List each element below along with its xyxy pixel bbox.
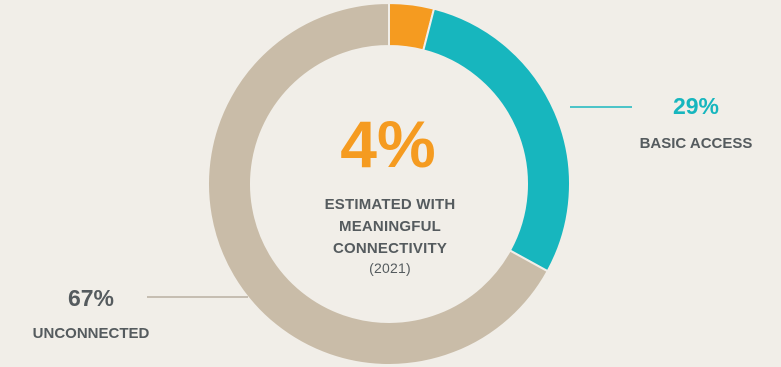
basic-access-label: BASIC ACCESS (640, 135, 753, 152)
center-caption-line-3: CONNECTIVITY (332, 240, 448, 257)
unconnected-percent: 67% (68, 285, 114, 311)
center-caption: ESTIMATED WITH MEANINGFUL CONNECTIVITY (… (290, 194, 490, 276)
basic-access-percent: 29% (673, 93, 719, 119)
center-caption-year: (2021) (369, 260, 411, 276)
unconnected-label: UNCONNECTED (33, 325, 150, 342)
center-caption-line-2: MEANINGFUL (339, 218, 441, 235)
unconnected-slice (207, 1, 549, 366)
center-caption-line-1: ESTIMATED WITH (324, 196, 456, 213)
center-value: 4% (340, 107, 435, 181)
donut-slices (207, 1, 571, 366)
